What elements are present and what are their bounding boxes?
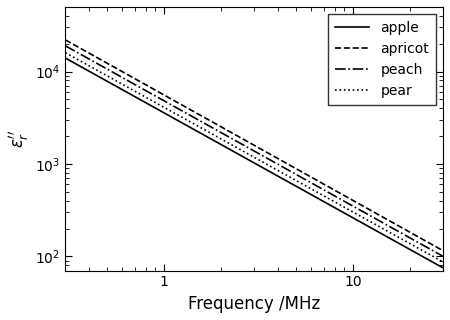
Line: pear: pear <box>65 53 443 262</box>
peach <box>64 44 69 48</box>
pear <box>441 260 446 264</box>
apricot <box>288 164 293 167</box>
pear <box>381 227 387 231</box>
apple <box>294 185 299 188</box>
apricot <box>441 249 446 252</box>
peach <box>288 169 293 173</box>
apple <box>64 57 69 61</box>
apple <box>286 180 292 184</box>
Line: peach: peach <box>65 46 443 256</box>
peach <box>286 169 292 172</box>
pear <box>63 51 68 55</box>
peach <box>405 235 410 238</box>
peach <box>441 254 446 258</box>
pear <box>288 175 293 179</box>
apricot <box>405 229 410 233</box>
apricot <box>63 38 68 42</box>
apricot <box>286 163 292 167</box>
pear <box>294 179 299 183</box>
X-axis label: Frequency /MHz: Frequency /MHz <box>188 295 320 313</box>
Y-axis label: $\varepsilon_r^{\prime\prime}$: $\varepsilon_r^{\prime\prime}$ <box>7 130 31 148</box>
Line: apple: apple <box>65 58 443 268</box>
pear <box>286 175 292 179</box>
apricot <box>381 216 387 220</box>
Line: apricot: apricot <box>65 40 443 251</box>
apple <box>381 233 387 237</box>
peach <box>63 44 68 48</box>
pear <box>64 52 69 55</box>
apple <box>441 266 446 270</box>
apple <box>405 246 410 250</box>
peach <box>381 221 387 225</box>
apple <box>63 56 68 60</box>
apple <box>288 181 293 185</box>
apricot <box>294 167 299 171</box>
pear <box>405 240 410 244</box>
peach <box>294 173 299 177</box>
apricot <box>64 39 69 43</box>
Legend: apple, apricot, peach, pear: apple, apricot, peach, pear <box>328 14 436 105</box>
